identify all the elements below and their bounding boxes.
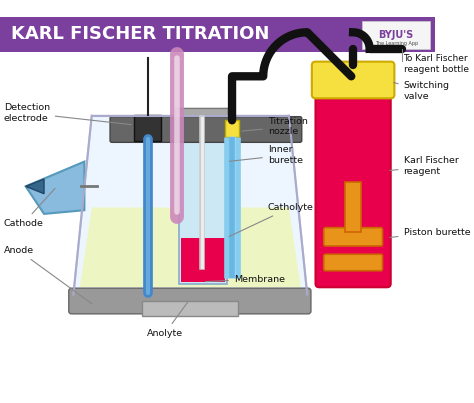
- FancyBboxPatch shape: [179, 116, 227, 284]
- FancyBboxPatch shape: [134, 115, 162, 141]
- FancyBboxPatch shape: [225, 120, 239, 137]
- FancyBboxPatch shape: [175, 108, 228, 121]
- Polygon shape: [73, 116, 307, 295]
- FancyBboxPatch shape: [312, 62, 394, 98]
- Text: Switching
valve: Switching valve: [393, 81, 449, 101]
- Polygon shape: [26, 179, 44, 194]
- Text: Anolyte: Anolyte: [147, 301, 188, 338]
- Text: Membrane: Membrane: [205, 274, 285, 283]
- FancyBboxPatch shape: [324, 228, 383, 246]
- FancyBboxPatch shape: [0, 17, 435, 52]
- Text: Piston burette: Piston burette: [390, 228, 470, 237]
- FancyBboxPatch shape: [110, 116, 302, 142]
- Text: Anode: Anode: [4, 246, 92, 304]
- Text: To Karl Fischer
reagent bottle: To Karl Fischer reagent bottle: [403, 54, 469, 74]
- FancyBboxPatch shape: [181, 238, 225, 282]
- Text: Inner
burette: Inner burette: [229, 145, 303, 165]
- FancyBboxPatch shape: [345, 182, 361, 232]
- FancyBboxPatch shape: [324, 254, 383, 271]
- FancyBboxPatch shape: [69, 288, 311, 314]
- Text: Catholyte: Catholyte: [229, 203, 314, 237]
- Polygon shape: [80, 208, 301, 287]
- Text: KARL FISCHER TITRATION: KARL FISCHER TITRATION: [11, 25, 269, 43]
- FancyBboxPatch shape: [362, 21, 430, 49]
- Text: BYJU'S: BYJU'S: [379, 30, 414, 40]
- FancyBboxPatch shape: [142, 301, 238, 316]
- Text: Detection
electrode: Detection electrode: [4, 103, 131, 125]
- FancyBboxPatch shape: [316, 83, 391, 287]
- Text: The Learning App: The Learning App: [374, 41, 418, 46]
- Polygon shape: [26, 162, 84, 214]
- Text: Cathode: Cathode: [4, 189, 55, 228]
- Text: Karl Fischer
reagent: Karl Fischer reagent: [390, 156, 458, 176]
- Text: Titration
nozzle: Titration nozzle: [242, 117, 308, 137]
